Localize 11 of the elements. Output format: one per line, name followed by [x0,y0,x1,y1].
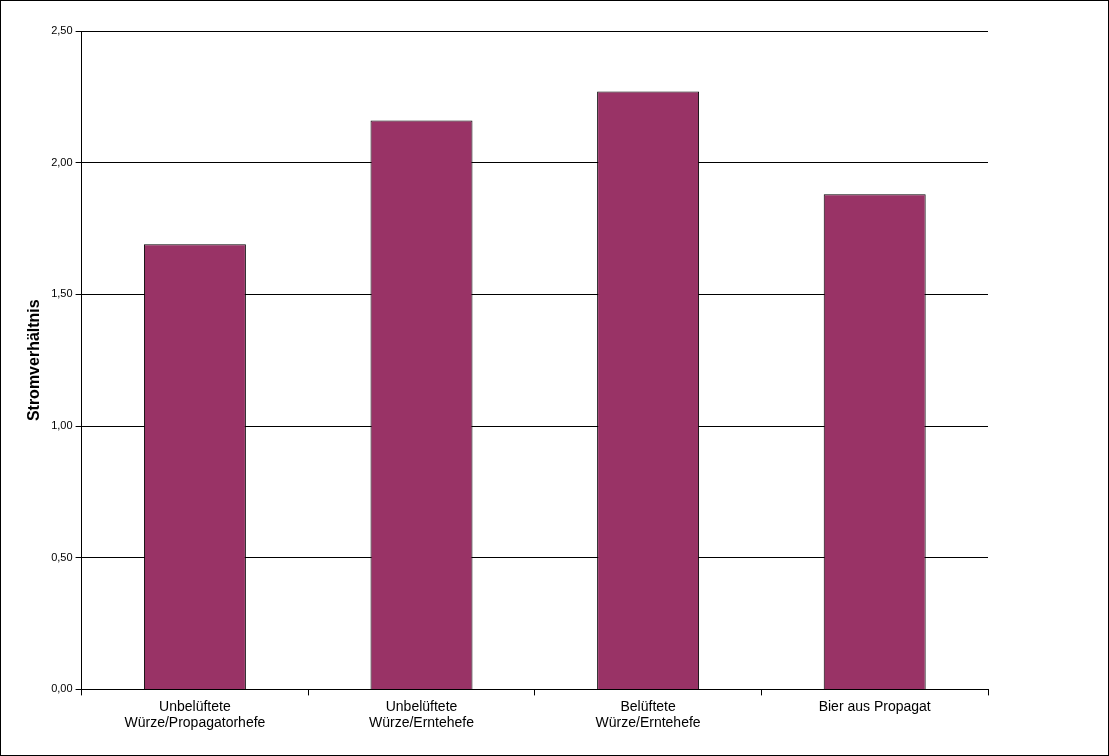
x-tick-label: Unbelüftete Würze/Propagatorhefe [124,697,266,731]
y-axis-title: Stromverhältnis [25,299,43,422]
y-tick-label: 2,50 [51,24,73,37]
y-tick-label: 0,50 [51,550,73,563]
x-tick-label: Bier aus Propagat [818,697,931,714]
y-tick-label: 1,00 [51,419,73,432]
y-tick-label: 1,50 [51,287,73,300]
x-tick-label: Unbelüftete Würze/Erntehefe [368,697,475,731]
x-tick-label: Belüftete Würze/Erntehefe [595,697,701,731]
y-tick-label: 0,00 [51,682,73,695]
y-tick-label: 2,00 [51,155,73,168]
